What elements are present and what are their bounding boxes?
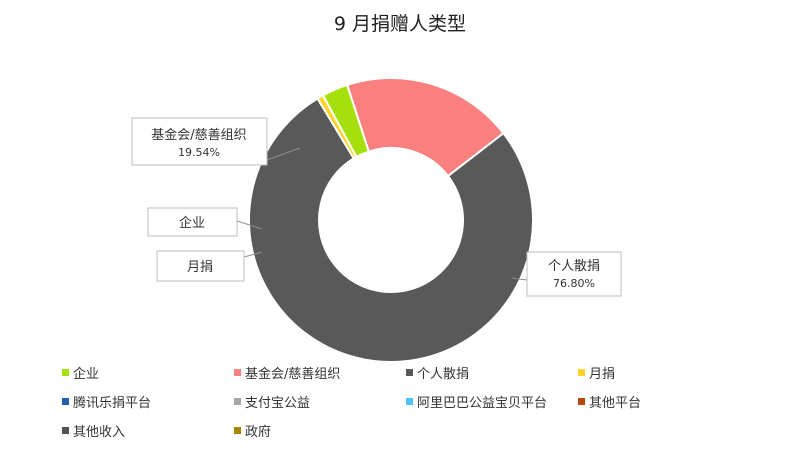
legend-swatch: [62, 397, 69, 405]
callout-label: 企业: [179, 215, 205, 231]
callout-box: [147, 207, 238, 237]
callout-label: 个人散捐: [548, 259, 600, 274]
legend-item: 基金会/慈善组织: [234, 363, 406, 382]
callout-individual: 个人散捐 76.80%: [526, 251, 622, 297]
legend-label: 基金会/慈善组织: [245, 366, 341, 382]
legend-item: 阿里巴巴公益宝贝平台: [406, 392, 578, 411]
legend-label: 其他收入: [73, 424, 126, 440]
callout-box: [131, 117, 268, 166]
callout-monthly: 月捐: [156, 250, 245, 282]
chart-legend: 企业 基金会/慈善组织 个人散捐 月捐腾讯乐捐平台 支付宝公益 阿里巴巴公益宝贝平台 其他平…: [62, 363, 782, 440]
legend-label: 其他平台: [589, 395, 642, 411]
legend-item: 腾讯乐捐平台: [62, 392, 234, 411]
leader-line-monthly: [243, 251, 263, 258]
callout-value: 19.54%: [178, 146, 220, 159]
legend-label: 阿里巴巴公益宝贝平台: [417, 395, 548, 411]
leader-line-enterprise: [236, 220, 263, 230]
leader-line-individual: [511, 277, 528, 281]
legend-item: 其他平台: [578, 392, 750, 411]
callout-value: 76.80%: [553, 277, 595, 290]
legend-swatch: [234, 426, 241, 434]
legend-item: 支付宝公益: [234, 392, 406, 411]
legend-swatch: [406, 397, 413, 405]
legend-item: 个人散捐: [406, 363, 578, 382]
legend-label: 个人散捐: [417, 366, 470, 382]
legend-swatch: [234, 397, 241, 405]
donut-slices: [248, 77, 534, 363]
legend-swatch: [62, 426, 69, 434]
legend-swatch: [234, 368, 241, 376]
legend-item: 企业: [62, 363, 234, 382]
legend-swatch: [578, 397, 585, 405]
legend-swatch: [62, 368, 69, 376]
legend-item: 其他收入: [62, 421, 234, 440]
leader-line-foundation: [266, 147, 301, 161]
chart-title: 9 月捐赠人类型: [334, 13, 466, 35]
callout-foundation: 基金会/慈善组织 19.54%: [131, 117, 268, 166]
legend-swatch: [406, 368, 413, 376]
callout-box: [156, 250, 245, 282]
callout-label: 基金会/慈善组织: [151, 127, 246, 143]
legend-swatch: [578, 368, 585, 376]
legend-label: 月捐: [589, 366, 616, 382]
legend-item: 月捐: [578, 363, 750, 382]
legend-label: 企业: [73, 366, 100, 382]
callout-enterprise: 企业: [147, 207, 238, 237]
donut-slice-0: [321, 83, 371, 159]
legend-label: 腾讯乐捐平台: [73, 395, 152, 411]
callout-label: 月捐: [187, 260, 213, 275]
legend-label: 支付宝公益: [245, 395, 311, 411]
callout-box: [526, 251, 622, 297]
legend-item: 政府: [234, 421, 406, 440]
donut-slice-1: [345, 77, 505, 178]
legend-label: 政府: [245, 424, 272, 440]
